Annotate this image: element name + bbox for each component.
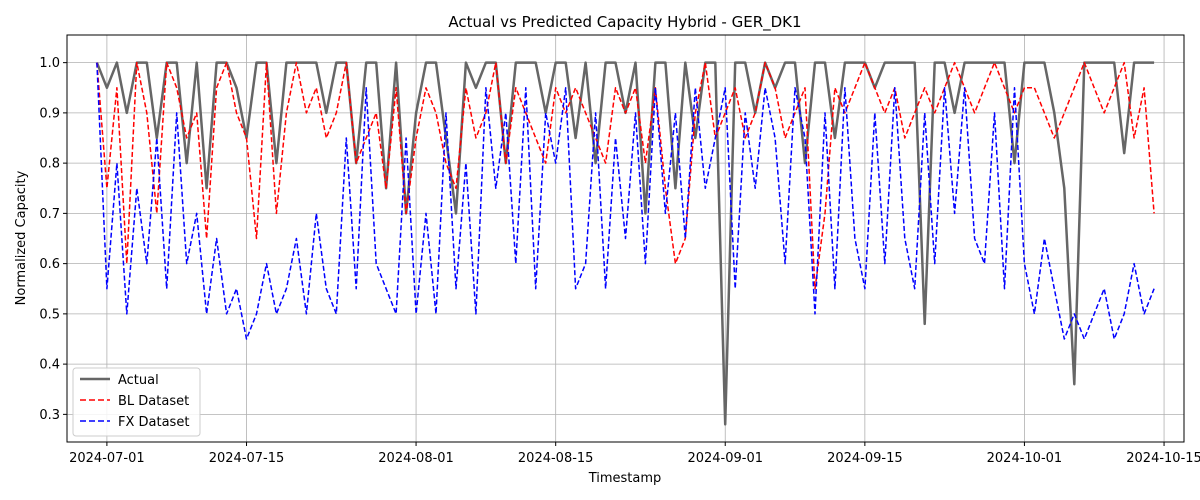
x-tick-label: 2024-08-15	[518, 451, 594, 466]
chart-title: Actual vs Predicted Capacity Hybrid - GE…	[448, 13, 801, 32]
legend-bl-label: BL Dataset	[118, 394, 189, 409]
series-layer	[97, 63, 1154, 425]
x-tick-label: 2024-09-01	[687, 451, 763, 466]
legend: Actual BL Dataset FX Dataset	[73, 368, 200, 436]
legend-fx-label: FX Dataset	[118, 415, 189, 430]
y-tick-label: 1.0	[39, 56, 60, 71]
y-tick-label: 0.5	[39, 307, 60, 322]
legend-actual-label: Actual	[118, 373, 159, 388]
x-tick-label: 2024-09-15	[827, 451, 903, 466]
series-actual	[97, 63, 1154, 425]
y-tick-label: 0.7	[39, 207, 60, 222]
x-axis: 2024-07-01 2024-07-15 2024-08-01 2024-08-15…	[69, 442, 1200, 466]
y-tick-label: 0.9	[39, 106, 60, 121]
x-tick-label: 2024-10-15	[1126, 451, 1200, 466]
x-axis-title: Timestamp	[588, 471, 662, 486]
y-axis: 0.3 0.4 0.5 0.6 0.7 0.8 0.9 1.0	[39, 56, 67, 423]
y-tick-label: 0.8	[39, 157, 60, 172]
x-tick-label: 2024-07-01	[69, 451, 145, 466]
y-tick-label: 0.4	[39, 358, 60, 373]
series-fx-dataset	[97, 63, 1154, 339]
x-tick-label: 2024-10-01	[987, 451, 1063, 466]
y-axis-title: Normalized Capacity	[14, 170, 29, 305]
x-tick-label: 2024-07-15	[209, 451, 285, 466]
x-tick-label: 2024-08-01	[378, 451, 454, 466]
y-tick-label: 0.6	[39, 257, 60, 272]
series-bl-dataset	[97, 63, 1154, 289]
y-tick-label: 0.3	[39, 408, 60, 423]
